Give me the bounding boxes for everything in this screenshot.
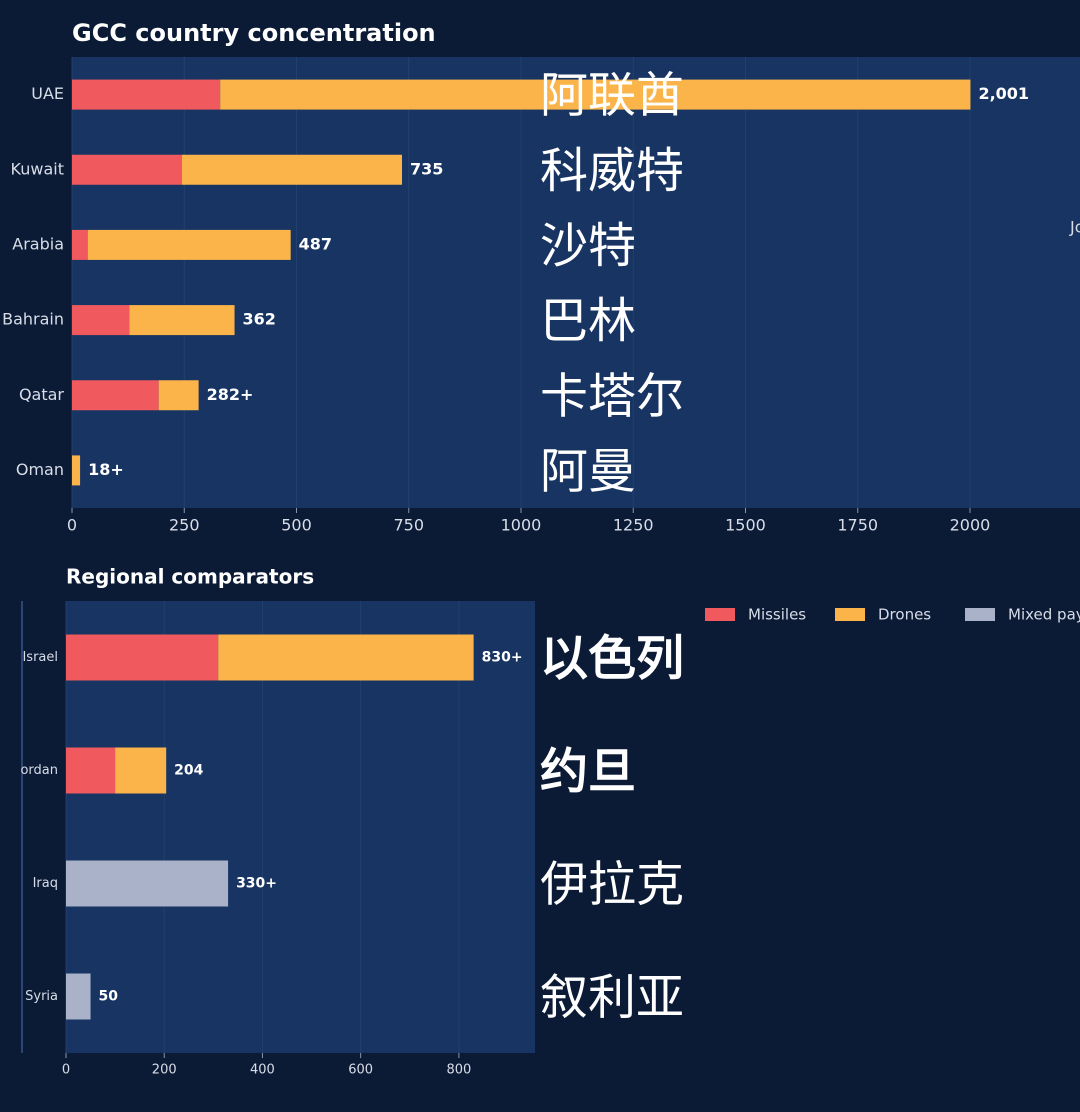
plot-area (72, 57, 1080, 508)
annotation: 卡塔尔 (540, 368, 684, 424)
x-tick-label: 600 (348, 1063, 373, 1078)
x-tick-label: 0 (62, 1063, 70, 1078)
bar-segment (115, 747, 167, 794)
legend-label: Missiles (748, 606, 806, 624)
x-tick-label: 1750 (837, 516, 878, 535)
y-tick-label: Kuwait (11, 159, 64, 178)
total-label: 18+ (88, 460, 124, 479)
x-tick-label: 800 (446, 1063, 471, 1078)
bar-segment (72, 229, 88, 260)
cropped-label: Jo (1069, 218, 1080, 237)
x-tick-label: 250 (169, 516, 200, 535)
x-tick-label: 500 (281, 516, 312, 535)
y-tick-label: ordan (20, 763, 58, 778)
total-label: 830+ (482, 650, 523, 666)
annotation: 阿曼 (540, 443, 636, 499)
bar-segment (129, 305, 235, 336)
bar-segment (66, 747, 116, 794)
total-label: 735 (410, 159, 443, 178)
legend-label: Mixed pay (1008, 606, 1080, 624)
legend-label: Drones (878, 606, 931, 624)
x-tick-label: 0 (67, 516, 77, 535)
annotation: 科威特 (540, 143, 684, 199)
y-tick-label: Oman (16, 460, 64, 479)
annotation: 伊拉克 (540, 857, 684, 913)
total-label: 282+ (207, 385, 254, 404)
total-label: 2,001 (978, 84, 1029, 103)
annotation: 约旦 (540, 744, 636, 800)
legend-swatch (705, 608, 735, 621)
annotation: 阿联酋 (540, 68, 684, 124)
legend-swatch (835, 608, 865, 621)
total-label: 204 (174, 763, 203, 779)
legend-swatch (965, 608, 995, 621)
chart-title: GCC country concentration (72, 19, 436, 47)
annotation: 叙利亚 (540, 970, 684, 1026)
bar-segment (72, 455, 81, 486)
bar-segment (72, 79, 221, 110)
y-tick-label: Israel (22, 650, 58, 665)
total-label: 50 (99, 989, 119, 1005)
annotation: 沙特 (540, 218, 636, 274)
x-tick-label: 750 (393, 516, 424, 535)
bar-segment (66, 860, 229, 907)
bar-segment (66, 973, 91, 1020)
x-tick-label: 1500 (725, 516, 766, 535)
bar-segment (72, 154, 183, 185)
annotation: 巴林 (540, 293, 636, 349)
y-tick-label: Iraq (33, 876, 58, 891)
y-tick-label: Qatar (19, 385, 64, 404)
chart-title: Regional comparators (66, 565, 314, 589)
bar-segment (72, 305, 130, 336)
total-label: 362 (243, 310, 276, 329)
y-tick-label: Arabia (12, 234, 64, 253)
total-label: 330+ (236, 876, 277, 892)
bar-segment (182, 154, 403, 185)
bar-segment (66, 634, 219, 681)
total-label: 487 (299, 234, 332, 253)
bar-segment (218, 634, 474, 681)
x-tick-label: 1250 (613, 516, 654, 535)
bar-segment (220, 79, 971, 110)
annotation: 以色列 (540, 631, 684, 687)
bar-segment (158, 380, 199, 411)
bar-segment (72, 380, 159, 411)
y-tick-label: Syria (25, 989, 58, 1004)
bar-segment (87, 229, 291, 260)
y-tick-label: UAE (31, 84, 64, 103)
x-tick-label: 200 (152, 1063, 177, 1078)
x-tick-label: 1000 (501, 516, 542, 535)
x-tick-label: 400 (250, 1063, 275, 1078)
x-tick-label: 2000 (950, 516, 991, 535)
y-tick-label: Bahrain (2, 310, 64, 329)
